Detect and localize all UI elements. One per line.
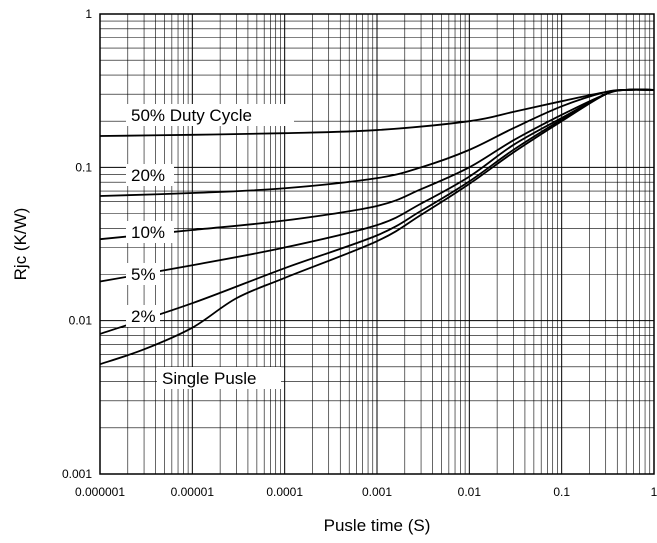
x-tick-label: 0.001 — [362, 485, 392, 499]
x-tick-label: 0.000001 — [75, 485, 125, 499]
series-label-background — [157, 367, 281, 389]
series-label: 10% — [131, 223, 165, 242]
x-tick-label: 0.1 — [553, 485, 570, 499]
y-tick-label: 0.01 — [69, 314, 93, 328]
curves — [99, 88, 655, 366]
series-line — [99, 88, 655, 197]
tick-labels: 0.000001 0.00001 0.0001 0.001 0.01 0.1 1 0.001 0… — [62, 7, 657, 499]
y-tick-label: 0.1 — [75, 160, 92, 174]
series-label-background — [126, 305, 160, 327]
series-label-background — [126, 221, 174, 243]
y-axis-label: Rjc (K/W) — [11, 208, 30, 281]
x-tick-label: 0.0001 — [266, 485, 303, 499]
x-axis-label: Pusle time (S) — [324, 516, 431, 535]
series-labels: 50% Duty Cycle 20% 10% 5% 2% Single Pusle — [126, 104, 294, 389]
series-label: 50% Duty Cycle — [131, 106, 252, 125]
plot-frame — [99, 13, 655, 475]
series-label-background — [126, 164, 174, 186]
series-label-background — [126, 104, 294, 126]
y-tick-label: 0.001 — [62, 467, 92, 481]
y-tick-label: 1 — [85, 7, 92, 21]
series-label: 2% — [131, 307, 156, 326]
series-label: 20% — [131, 166, 165, 185]
series-label-background — [126, 263, 160, 285]
series-label: 5% — [131, 265, 156, 284]
series-line — [99, 88, 655, 366]
x-tick-label: 0.01 — [458, 485, 482, 499]
x-tick-label: 1 — [651, 485, 657, 499]
series-label: Single Pusle — [162, 369, 257, 388]
x-tick-label: 0.00001 — [171, 485, 215, 499]
